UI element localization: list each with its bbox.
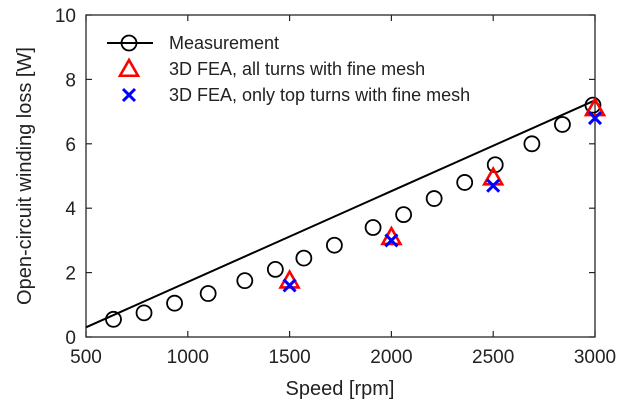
axes-box <box>85 14 596 338</box>
legend-label-1: 3D FEA, all turns with fine mesh <box>169 59 425 79</box>
series-2-point <box>384 233 399 248</box>
series-0-point <box>456 174 474 191</box>
series-0-point <box>395 206 413 224</box>
series-1-point <box>583 96 607 117</box>
x-tick-label: 500 <box>70 347 102 368</box>
x-tick-label: 2000 <box>370 347 412 368</box>
series-0-point <box>325 236 343 254</box>
series-0-point <box>105 310 122 328</box>
x-tick-label: 1000 <box>167 347 209 368</box>
y-tick-label: 0 <box>65 328 76 349</box>
series-0-point <box>554 116 571 133</box>
x-stroke <box>384 233 399 248</box>
x-tick-label: 2500 <box>472 347 514 368</box>
series-0-point <box>266 260 284 278</box>
x-axis-title: Speed [rpm] <box>286 378 395 400</box>
legend-label-2: 3D FEA, only top turns with fine mesh <box>169 85 470 105</box>
series-0-point <box>199 285 217 302</box>
series-2-point <box>587 110 603 126</box>
series-0-point <box>523 135 541 153</box>
plot-area: 500 1000 1500 2000 2500 3000 0 2 4 6 8 10 <box>55 6 616 368</box>
y-axis-title: Open-circuit winding loss [W] <box>14 47 36 305</box>
series-0-point <box>364 219 382 236</box>
y-tick-label: 4 <box>65 199 76 220</box>
legend: Measurement 3D FEA, all turns with fine m… <box>107 33 470 105</box>
x-stroke <box>282 278 297 293</box>
legend-marker-0 <box>120 34 138 52</box>
y-tick-label: 2 <box>65 264 76 285</box>
y-tick-label: 8 <box>65 70 76 91</box>
series-0-point <box>236 272 254 290</box>
legend-label-0: Measurement <box>169 33 279 53</box>
series-0-point <box>584 96 602 114</box>
y-tick-label: 10 <box>55 6 76 27</box>
series-0-point <box>425 190 443 207</box>
series-2-point <box>486 178 501 193</box>
y-tick-label: 6 <box>65 135 76 156</box>
legend-marker-1 <box>117 57 141 78</box>
series-0-point <box>135 304 153 322</box>
series-0-point <box>166 294 183 312</box>
x-stroke <box>121 87 137 103</box>
measurement-line <box>85 99 596 329</box>
x-tick-label: 1500 <box>268 347 310 368</box>
series-0-point <box>295 249 313 267</box>
x-stroke <box>587 110 603 126</box>
series-2-point <box>282 278 297 293</box>
x-stroke <box>486 178 501 193</box>
legend-marker-2 <box>121 87 137 103</box>
x-tick-label: 3000 <box>574 347 616 368</box>
